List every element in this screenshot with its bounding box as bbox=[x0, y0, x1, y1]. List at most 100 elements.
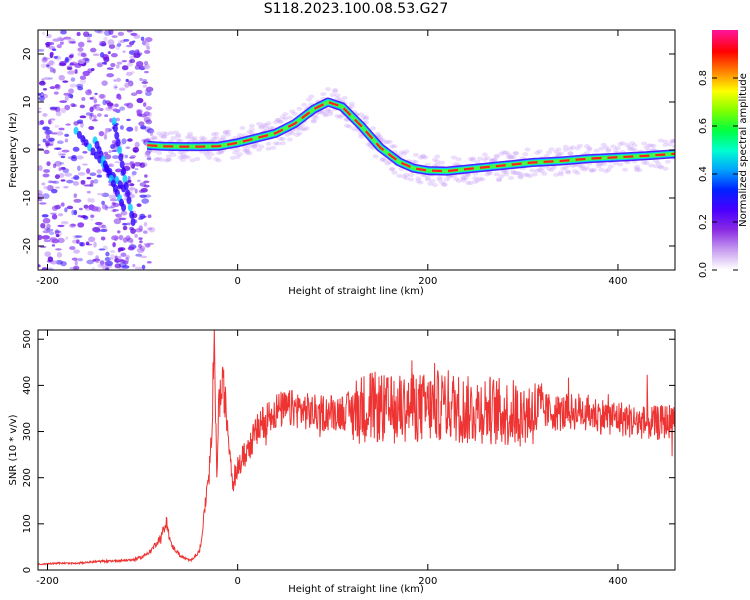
spectrogram-noise-cell bbox=[121, 59, 128, 63]
snr-series-line bbox=[38, 330, 675, 567]
spectrogram-ridge-halo bbox=[296, 106, 303, 111]
colorbar-band bbox=[712, 248, 738, 251]
spectrogram-noise-cell bbox=[93, 179, 99, 184]
spectrogram-ridge-halo bbox=[324, 108, 331, 113]
spectrogram-ridge-halo bbox=[648, 143, 655, 148]
spectrogram-ridge-halo bbox=[189, 136, 196, 141]
spectrogram-noise-cell bbox=[42, 31, 46, 36]
colorbar-band bbox=[712, 150, 738, 153]
colorbar-band bbox=[712, 52, 738, 55]
spectrogram-noise-cell bbox=[84, 58, 90, 63]
spectrogram-ridge-halo bbox=[201, 136, 208, 141]
colorbar-ticks: 0.0 0.2 0.4 0.6 0.8 bbox=[698, 70, 738, 278]
spectrogram-ridge-halo bbox=[322, 111, 329, 116]
spectrogram-noise-cell bbox=[89, 172, 97, 177]
snr-y-tick-label: 0 bbox=[22, 567, 33, 573]
spectrogram-noise-cell bbox=[114, 263, 122, 269]
spectrogram-noise-cell bbox=[38, 198, 43, 202]
colorbar-band bbox=[712, 46, 738, 49]
spectrogram-ridge-halo bbox=[496, 177, 503, 182]
spectrogram-noise-streak bbox=[80, 135, 86, 144]
spectrogram-noise-cell bbox=[122, 225, 128, 231]
spectrogram-noise-cell bbox=[98, 93, 105, 99]
spectrogram-ridge-halo bbox=[160, 134, 167, 139]
spectrogram-ridge-halo bbox=[512, 151, 519, 156]
spectrogram-ridge-halo bbox=[629, 147, 636, 152]
spectrogram-noise-cell bbox=[80, 215, 87, 219]
spectrogram-ridge-halo bbox=[498, 151, 505, 156]
spectrogram-noise-cell bbox=[42, 217, 51, 224]
spectrogram-noise-cell bbox=[90, 214, 95, 218]
spectrogram-noise-cell bbox=[139, 194, 147, 198]
spectrogram-ridge-halo bbox=[593, 148, 600, 153]
colorbar-band bbox=[712, 138, 738, 141]
spectrogram-noise-cell bbox=[119, 106, 126, 111]
spectrogram-ridge-halo bbox=[562, 147, 569, 152]
spectrogram-noise-cell bbox=[90, 180, 95, 184]
spectrogram-ridge-halo bbox=[574, 146, 581, 151]
spectrogram-ridge-halo bbox=[538, 166, 545, 171]
spectrogram-noise-cell bbox=[89, 106, 94, 113]
spectrogram-ridge-halo bbox=[441, 182, 448, 187]
snr-x-axis-label: Height of straight line (km) bbox=[288, 584, 424, 595]
spectrogram-ridge-halo bbox=[379, 157, 386, 162]
spectrogram-noise-cell bbox=[57, 213, 64, 217]
spectrogram-noise-cell bbox=[141, 198, 150, 204]
spectrogram-ridge-halo bbox=[434, 162, 441, 167]
spectrogram-ridge-halo bbox=[531, 172, 538, 177]
spectrogram-noise-cell bbox=[110, 52, 118, 58]
spectrogram-noise-cell bbox=[136, 247, 145, 253]
spectrogram-noise-cell bbox=[90, 198, 95, 203]
spectrogram-ridge-halo bbox=[179, 152, 186, 157]
spectrogram-y-tick-label: -20 bbox=[22, 238, 33, 254]
spectrogram-ridge-halo bbox=[170, 152, 177, 157]
spectrogram-ridge-halo bbox=[650, 143, 657, 148]
spectrogram-ridge-halo bbox=[507, 175, 514, 180]
spectrogram-ridge-halo bbox=[222, 130, 229, 135]
spectrogram-noise-cell bbox=[57, 237, 65, 244]
spectrogram-marks bbox=[38, 30, 675, 270]
spectrogram-ridge-halo bbox=[455, 178, 462, 183]
spectrogram-ridge-halo bbox=[374, 131, 381, 136]
colorbar-band bbox=[712, 166, 738, 169]
spectrogram-ridge-halo bbox=[664, 159, 671, 164]
colorbar-band bbox=[712, 76, 738, 79]
spectrogram-ridge-halo bbox=[270, 145, 277, 150]
spectrogram-ridge-halo bbox=[474, 159, 481, 164]
spectrogram-ridge-halo bbox=[598, 167, 605, 172]
spectrogram-ridge-halo bbox=[591, 168, 598, 173]
spectrogram-ridge-halo bbox=[279, 115, 286, 120]
snr-frame bbox=[37, 329, 676, 571]
spectrogram-noise-cell bbox=[49, 118, 56, 121]
colorbar-band bbox=[712, 38, 738, 41]
spectrogram-ridge-halo bbox=[576, 163, 583, 168]
spectrogram-noise-cell bbox=[101, 203, 107, 210]
spectrogram-noise-cell bbox=[134, 266, 143, 270]
colorbar-band bbox=[712, 126, 738, 129]
spectrogram-ridge-halo bbox=[358, 134, 365, 139]
spectrogram-ridge-halo bbox=[165, 157, 172, 162]
spectrogram-ridge-halo bbox=[220, 134, 227, 139]
spectrogram-noise-cell bbox=[96, 113, 102, 117]
spectrogram-noise-cell bbox=[38, 110, 42, 114]
snr-x-tick-label: -200 bbox=[36, 576, 59, 587]
spectrogram-ridge-halo bbox=[517, 174, 524, 179]
spectrogram-noise-cell bbox=[80, 52, 87, 58]
spectrogram-noise-cell bbox=[83, 184, 91, 187]
spectrogram-noise-cell bbox=[108, 44, 116, 49]
spectrogram-noise-cell bbox=[148, 226, 156, 233]
spectrogram-noise-streak bbox=[93, 151, 99, 160]
spectrogram-noise-cell bbox=[127, 246, 135, 251]
spectrogram-ridge-halo bbox=[310, 119, 317, 124]
spectrogram-noise-streak bbox=[127, 203, 133, 212]
spectrogram-noise-cell bbox=[107, 39, 115, 46]
spectrogram-noise-cell bbox=[79, 104, 86, 109]
spectrogram-noise-cell bbox=[146, 157, 152, 161]
spectrogram-ridge-halo bbox=[588, 168, 595, 173]
spectrogram-ridge-halo bbox=[629, 141, 636, 146]
spectrogram-noise-cell bbox=[112, 209, 116, 213]
spectrogram-noise-cell bbox=[98, 225, 103, 229]
spectrogram-ridge-halo bbox=[237, 152, 244, 157]
spectrogram-noise-cell bbox=[65, 123, 71, 126]
spectrogram-noise-cell bbox=[49, 51, 54, 56]
